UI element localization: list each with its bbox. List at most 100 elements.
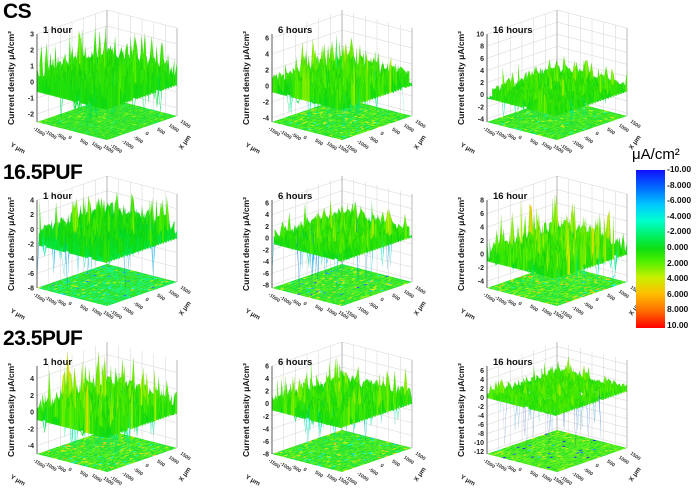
floor-cell (376, 121, 382, 123)
floor-cell (576, 109, 581, 112)
floor-cell (529, 121, 535, 123)
floor-cell (582, 109, 588, 112)
floor-cell (351, 124, 357, 126)
floor-cell (555, 124, 561, 127)
floor-cell (88, 120, 94, 122)
floor-cell (311, 131, 317, 133)
floor-cell (108, 116, 113, 118)
floor-cell (581, 108, 586, 110)
floor-cell (72, 114, 77, 117)
floor-cell (293, 125, 298, 127)
floor-cell (365, 126, 371, 128)
floor-cell (291, 116, 296, 119)
floor-cell (128, 126, 134, 128)
floor-cell (108, 123, 113, 126)
floor-cell (327, 121, 332, 123)
floor-cell (331, 117, 336, 120)
floor-cell (102, 114, 107, 116)
floor-cell (85, 125, 91, 128)
floor-cell (335, 126, 341, 128)
floor-cell (342, 108, 348, 110)
floor-cell (140, 110, 146, 112)
floor-cell (152, 121, 157, 123)
floor-cell (381, 124, 387, 126)
floor-cell (298, 115, 303, 117)
floor-cell (314, 116, 320, 118)
floor-cell (567, 113, 573, 116)
floor-cell (600, 120, 606, 123)
floor-cell (557, 117, 562, 119)
floor-cell (98, 126, 104, 128)
floor-cell (125, 119, 131, 121)
floor-cell (545, 119, 551, 121)
floor-cell (97, 124, 102, 126)
floor-cell (341, 131, 347, 133)
z-tick-label: -2 (28, 112, 34, 119)
surface-segment (389, 57, 392, 94)
floor-cell (347, 120, 352, 122)
floor-cell (584, 118, 590, 120)
floor-cell (580, 126, 586, 128)
floor-cell (367, 114, 372, 116)
floor-cell (102, 130, 108, 132)
floor-cell (568, 129, 573, 131)
floor-cell (286, 117, 292, 119)
floor-cell (376, 109, 382, 111)
floor-cell (90, 128, 96, 131)
floor-cell (323, 120, 329, 122)
floor-cell (149, 123, 154, 125)
floor-cell (292, 126, 298, 128)
floor-cell (140, 122, 146, 125)
floor-cell (336, 128, 342, 130)
floor-cell (344, 122, 349, 124)
floor-cell (359, 129, 365, 132)
floor-cell (324, 123, 329, 126)
floor-cell (525, 109, 530, 111)
floor-cell (352, 118, 357, 120)
floor-cell (582, 122, 588, 124)
surface-segment (120, 88, 123, 105)
floor-cell (143, 117, 149, 119)
floor-cell (70, 117, 76, 119)
floor-cell (105, 134, 110, 136)
floor-cell (135, 112, 141, 114)
floor-cell (535, 118, 541, 120)
floor-cell (107, 133, 113, 135)
floor-cell (374, 121, 380, 123)
floor-cell (581, 123, 587, 126)
floor-cell (571, 122, 577, 125)
floor-cell (113, 118, 118, 121)
floor-cell (584, 122, 590, 125)
surface-segment (342, 100, 345, 110)
floor-cell (362, 114, 368, 117)
floor-cell (124, 121, 129, 124)
floor-cell (66, 117, 71, 120)
floor-cell (393, 113, 399, 115)
floor-cell (374, 113, 379, 115)
floor-cell (556, 118, 562, 121)
floor-cell (52, 125, 57, 127)
current-density-surface (36, 25, 178, 131)
floor-cell (597, 113, 603, 116)
surface-segment (125, 81, 128, 103)
surface-segment (104, 98, 108, 111)
floor-cell (67, 128, 72, 131)
floor-cell (326, 127, 332, 129)
floor-cell (115, 105, 121, 107)
floor-cell (144, 123, 150, 126)
floor-cell (330, 123, 336, 126)
floor-cell (318, 126, 323, 129)
floor-cell (334, 127, 340, 130)
floor-cell (118, 129, 123, 131)
floor-cell (612, 117, 618, 120)
floor-cell (309, 122, 315, 125)
floor-cell (129, 104, 134, 106)
floor-cell (111, 134, 117, 136)
floor-cell (326, 122, 332, 125)
floor-cell (584, 119, 589, 121)
floor-cell (138, 114, 144, 116)
floor-cell (372, 125, 378, 127)
floor-cell (63, 120, 68, 122)
floor-cell (146, 108, 151, 111)
floor-cell (126, 108, 132, 110)
